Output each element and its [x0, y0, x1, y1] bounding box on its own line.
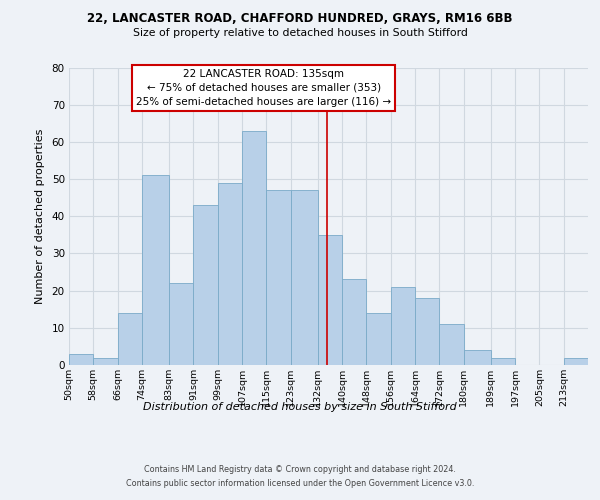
Bar [415, 298, 439, 365]
Bar [69, 354, 93, 365]
Bar [93, 358, 118, 365]
Text: Size of property relative to detached houses in South Stifford: Size of property relative to detached ho… [133, 28, 467, 38]
Bar [391, 287, 415, 365]
Text: Distribution of detached houses by size in South Stifford: Distribution of detached houses by size … [143, 402, 457, 412]
Bar [439, 324, 464, 365]
Text: 22 LANCASTER ROAD: 135sqm
← 75% of detached houses are smaller (353)
25% of semi: 22 LANCASTER ROAD: 135sqm ← 75% of detac… [136, 69, 391, 107]
Text: Contains HM Land Registry data © Crown copyright and database right 2024.: Contains HM Land Registry data © Crown c… [144, 465, 456, 474]
Text: 22, LANCASTER ROAD, CHAFFORD HUNDRED, GRAYS, RM16 6BB: 22, LANCASTER ROAD, CHAFFORD HUNDRED, GR… [87, 12, 513, 26]
Bar [318, 235, 342, 365]
Bar [266, 190, 290, 365]
Bar [142, 176, 169, 365]
Bar [118, 313, 142, 365]
Bar [564, 358, 588, 365]
Y-axis label: Number of detached properties: Number of detached properties [35, 128, 45, 304]
Bar [193, 205, 218, 365]
Bar [342, 280, 367, 365]
Bar [290, 190, 318, 365]
Bar [464, 350, 491, 365]
Bar [491, 358, 515, 365]
Bar [169, 283, 193, 365]
Bar [218, 183, 242, 365]
Text: Contains public sector information licensed under the Open Government Licence v3: Contains public sector information licen… [126, 479, 474, 488]
Bar [367, 313, 391, 365]
Bar [242, 130, 266, 365]
